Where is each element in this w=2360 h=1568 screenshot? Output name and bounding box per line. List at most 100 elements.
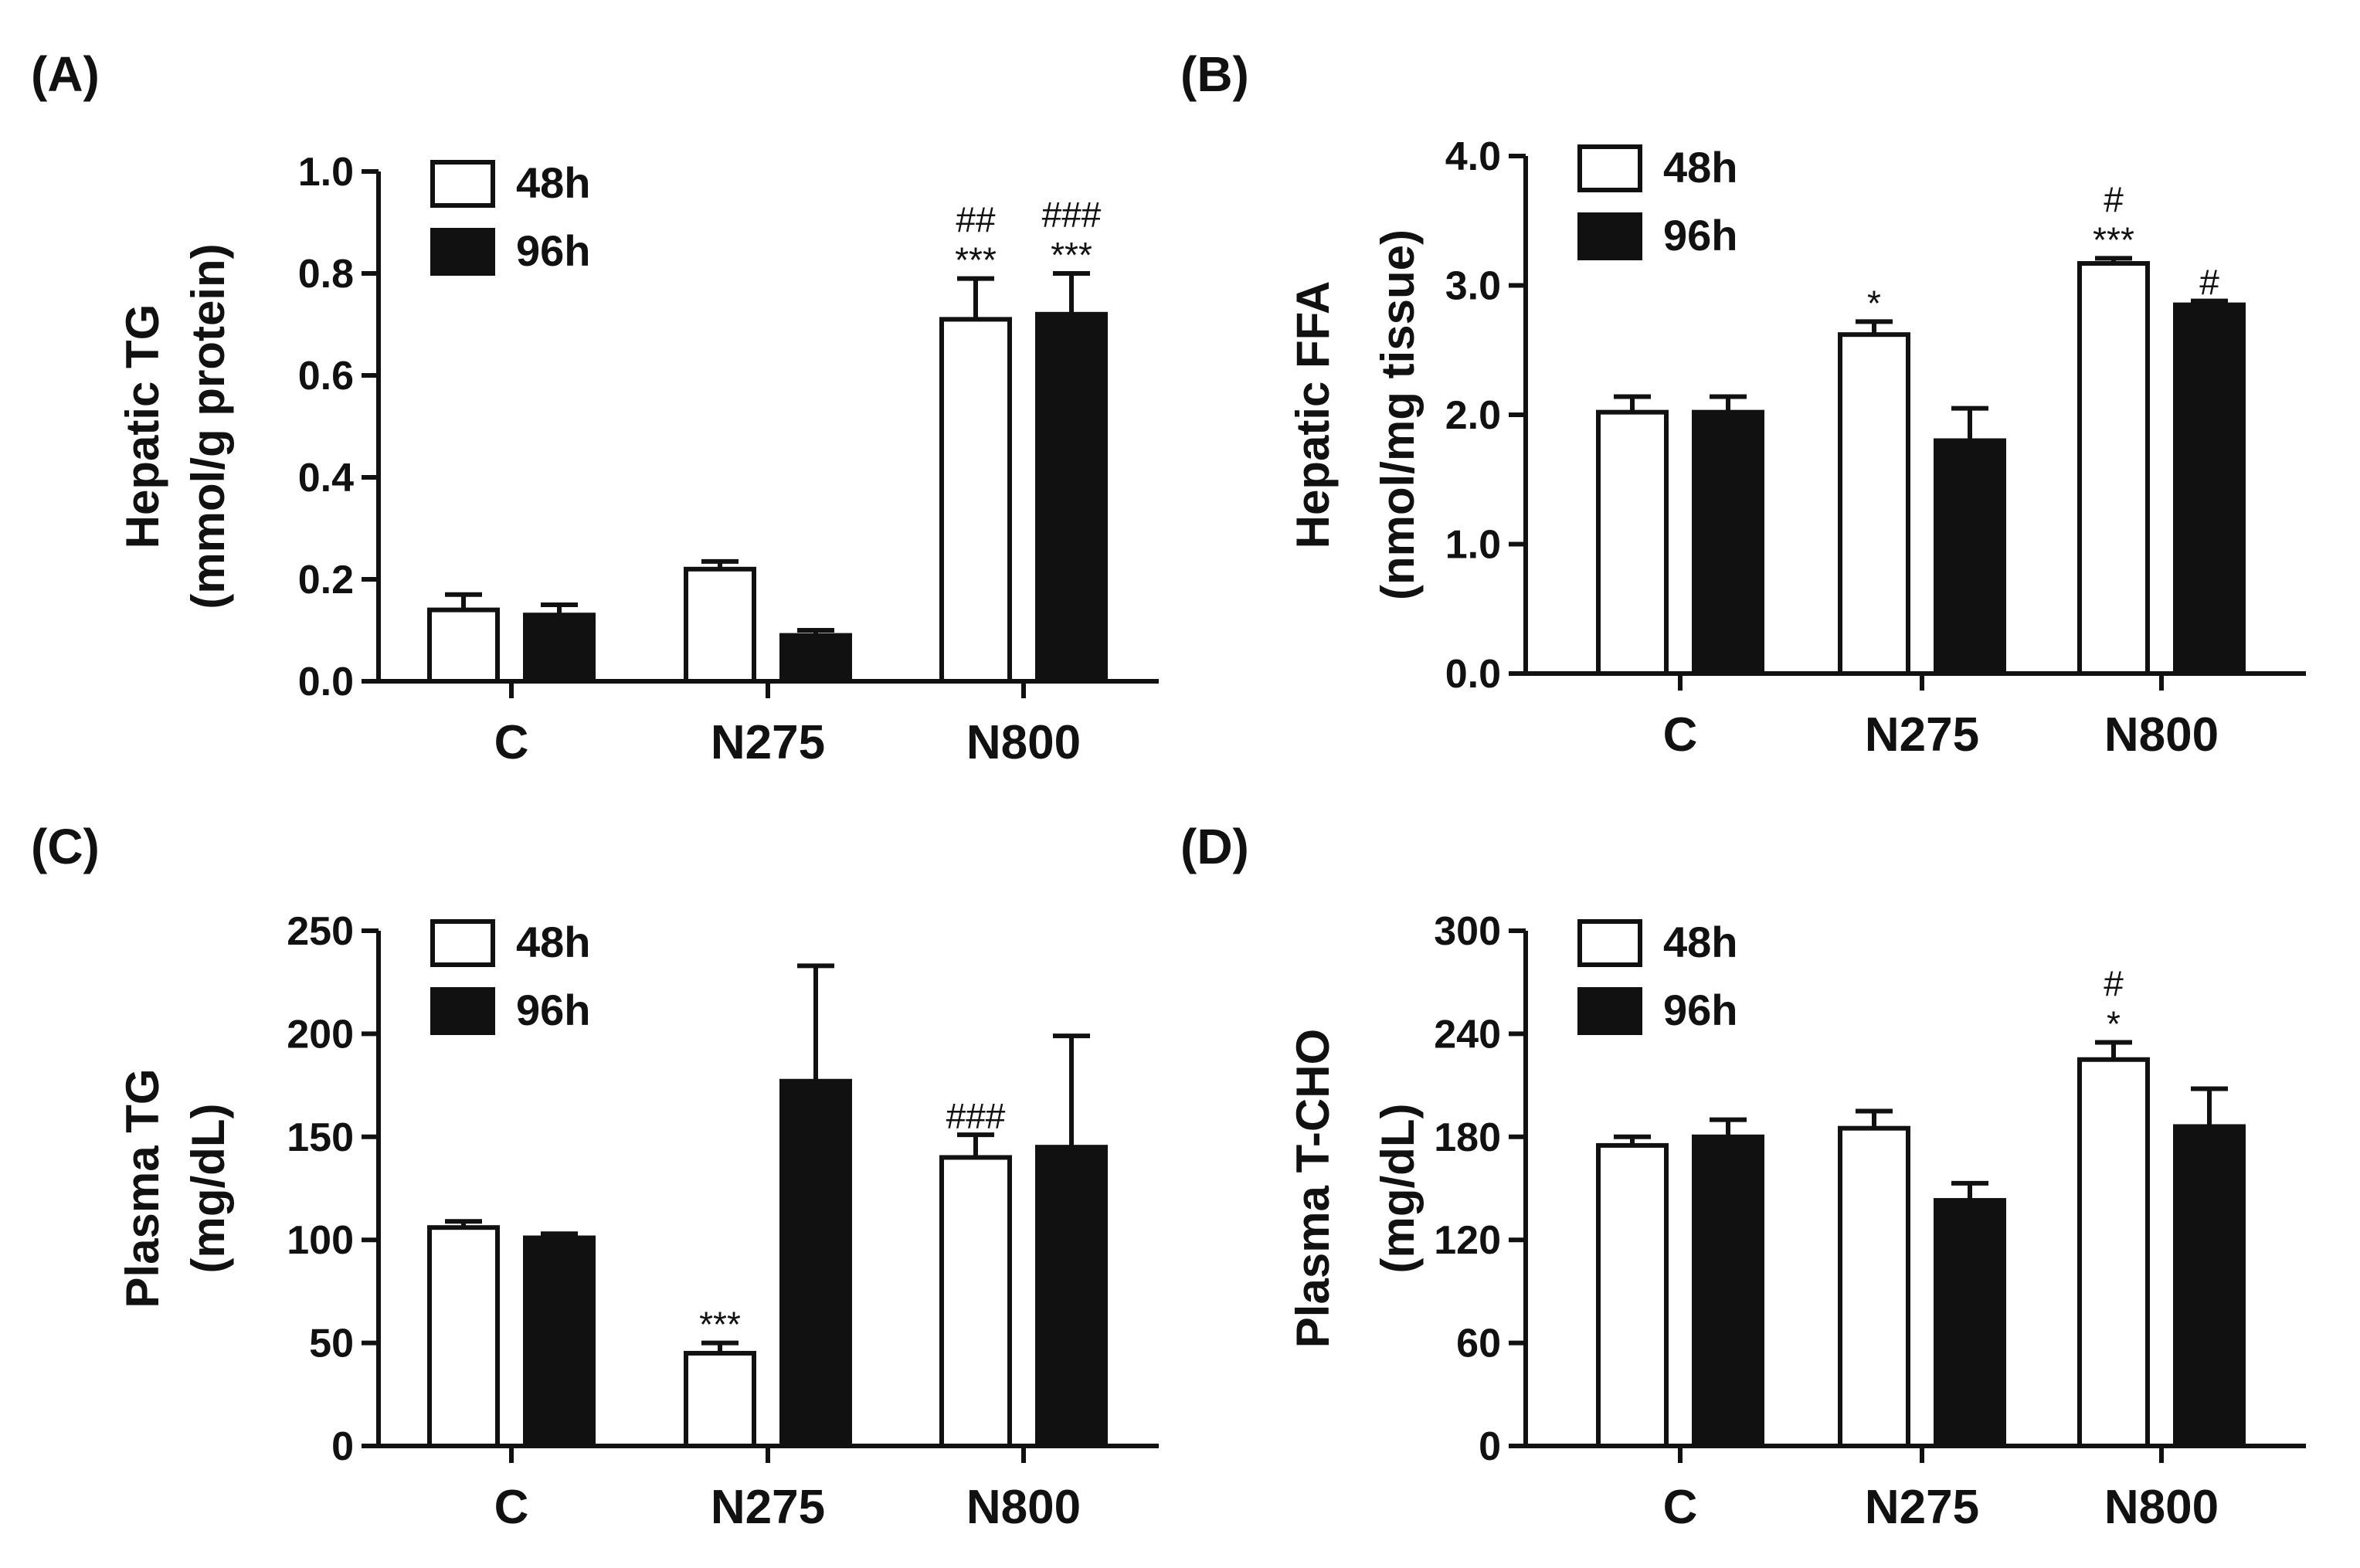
y-tick-label: 2.0 — [1445, 393, 1501, 438]
bar-96h-n800 — [2173, 1124, 2246, 1448]
y-tick-label: 180 — [1434, 1115, 1501, 1160]
bar-96h-n800 — [1035, 1145, 1108, 1448]
y-tick-label: 150 — [287, 1115, 354, 1160]
x-tick-label: N275 — [1865, 708, 1979, 762]
significance-label: # — [2199, 263, 2219, 303]
x-tick-label: N800 — [966, 716, 1081, 769]
bar-48h-c — [427, 607, 500, 684]
legend-label: 96h — [516, 226, 591, 275]
bar-48h-n275 — [684, 1350, 756, 1448]
panel-label: (C) — [31, 819, 100, 874]
legend-swatch-48h — [1577, 919, 1642, 967]
x-tick-label: C — [494, 716, 529, 769]
x-tick-label: N275 — [1865, 1481, 1979, 1534]
bar-48h-n275 — [1838, 1125, 1910, 1449]
x-tick-label: N275 — [711, 716, 825, 769]
bar-48h-n275 — [684, 566, 756, 684]
bar-96h-n275 — [779, 633, 852, 684]
y-tick-label: 0 — [331, 1424, 354, 1469]
bar-96h-c — [1692, 1134, 1764, 1449]
bar-48h-n800 — [939, 1155, 1012, 1448]
x-tick-label: C — [1663, 1481, 1698, 1534]
bar-48h-c — [1596, 409, 1669, 677]
y-axis-subtitle: (mg/dL) — [182, 1104, 234, 1274]
y-tick-label: 120 — [1434, 1218, 1501, 1263]
significance-label: ### — [946, 1096, 1006, 1136]
y-axis-subtitle: (nmol/mg tissue) — [1372, 229, 1424, 600]
significance-label: ### — [1042, 195, 1102, 235]
bar-96h-c — [523, 1235, 596, 1448]
chart-panel-c: (C) 0 50 100 150 200 250 Plasma TG (mg/dL) C N275 N… — [31, 819, 1159, 1534]
bar-96h-n275 — [1934, 1198, 2006, 1449]
x-tick-label: N800 — [966, 1481, 1081, 1534]
bar-96h-n275 — [1934, 438, 2006, 676]
y-tick-label: 50 — [309, 1322, 354, 1366]
legend-label: 96h — [1663, 986, 1738, 1034]
x-tick-label: N275 — [711, 1481, 825, 1534]
chart-panel-b: (B) 0.0 1.0 2.0 3.0 4.0 Hepatic FFA (nmol/mg ti… — [1180, 46, 2306, 762]
bar-48h-n800 — [2077, 261, 2150, 676]
y-tick-label: 60 — [1456, 1322, 1501, 1366]
significance-label: *** — [2093, 219, 2134, 260]
bar-48h-n800 — [2077, 1057, 2150, 1448]
y-tick-label: 100 — [287, 1218, 354, 1263]
y-axis-subtitle: (mg/dL) — [1372, 1104, 1424, 1274]
x-tick-label: N800 — [2104, 1481, 2219, 1534]
y-tick-label: 200 — [287, 1012, 354, 1057]
y-axis-title: Hepatic FFA — [1287, 281, 1339, 549]
y-tick-label: 240 — [1434, 1012, 1501, 1057]
legend-label: 48h — [516, 918, 591, 966]
bar-96h-c — [523, 613, 596, 684]
legend-swatch-48h — [430, 919, 495, 967]
bar-48h-n800 — [939, 317, 1012, 684]
y-tick-label: 1.0 — [1445, 523, 1501, 568]
panel-label: (A) — [31, 46, 100, 102]
panel-label: (B) — [1180, 46, 1249, 102]
legend-label: 96h — [1663, 211, 1738, 260]
legend-swatch-96h — [430, 228, 495, 276]
y-tick-label: 1.0 — [298, 150, 354, 195]
significance-label: *** — [699, 1305, 741, 1345]
bar-96h-c — [1692, 409, 1764, 677]
x-tick-label: C — [494, 1481, 529, 1534]
bar-48h-c — [427, 1225, 500, 1449]
y-tick-label: 0.6 — [298, 354, 354, 399]
bar-96h-n800 — [1035, 311, 1108, 684]
y-tick-label: 3.0 — [1445, 264, 1501, 309]
y-tick-label: 0.0 — [1445, 652, 1501, 697]
legend-swatch-96h — [1577, 987, 1642, 1035]
legend-swatch-96h — [1577, 212, 1642, 260]
y-tick-label: 250 — [287, 909, 354, 954]
x-tick-label: C — [1663, 708, 1698, 762]
x-tick-label: N800 — [2104, 708, 2219, 762]
chart-panel-a: (A) 0.0 0.2 0.4 0.6 0.8 1.0 Hepatic TG (mmol/g p… — [31, 46, 1159, 769]
significance-label: * — [2107, 1004, 2121, 1044]
y-axis-subtitle: (mmol/g protein) — [182, 243, 234, 609]
significance-label: # — [2104, 179, 2124, 219]
bar-48h-c — [1596, 1142, 1669, 1448]
y-tick-label: 0 — [1479, 1424, 1501, 1469]
legend-swatch-48h — [1577, 144, 1642, 192]
y-tick-label: 0.8 — [298, 252, 354, 297]
bar-96h-n275 — [779, 1078, 852, 1449]
significance-label: * — [1867, 283, 1881, 323]
y-tick-label: 0.4 — [298, 456, 354, 501]
y-axis-title: Plasma T-CHO — [1287, 1029, 1339, 1348]
legend-swatch-48h — [430, 160, 495, 208]
bar-48h-n275 — [1838, 332, 1910, 676]
y-axis-title: Plasma TG — [117, 1068, 168, 1308]
panel-label: (D) — [1180, 819, 1249, 874]
y-axis-title: Hepatic TG — [117, 304, 168, 549]
significance-label: # — [2104, 964, 2124, 1004]
legend-label: 96h — [516, 986, 591, 1034]
chart-panel-d: (D) 0 60 120 180 240 300 Plasma T-CHO (mg/dL) C N2… — [1180, 819, 2306, 1534]
significance-label: ## — [956, 200, 996, 240]
legend-label: 48h — [1663, 143, 1738, 192]
significance-label: *** — [1051, 235, 1092, 275]
significance-label: *** — [955, 240, 997, 280]
y-tick-label: 4.0 — [1445, 134, 1501, 179]
y-tick-label: 0.2 — [298, 558, 354, 602]
legend-label: 48h — [516, 158, 591, 207]
legend-swatch-96h — [430, 987, 495, 1035]
